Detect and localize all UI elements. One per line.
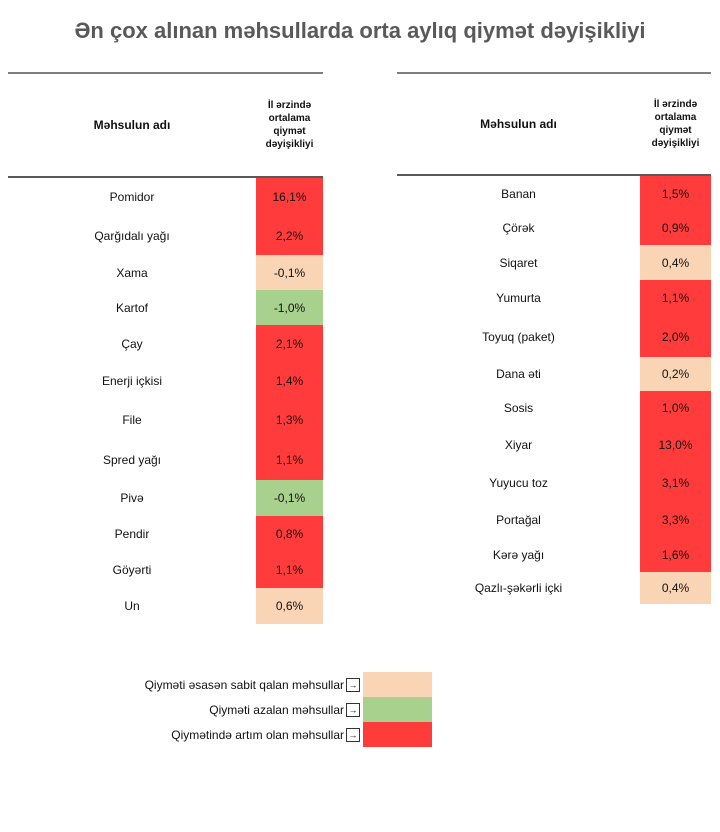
product-name: Çay xyxy=(121,336,143,351)
product-name: Pendir xyxy=(114,527,150,541)
legend-item: Qiymətində artım olan məhsullar → xyxy=(120,722,432,747)
price-change-cell: 1,5% xyxy=(640,176,711,211)
product-name: Xiyar xyxy=(504,437,533,452)
table-row: Dana əti 0,2% xyxy=(397,357,711,391)
product-name: Enerji içkisi xyxy=(101,374,162,388)
price-change-cell: 1,0% xyxy=(640,391,711,425)
legend: Qiyməti əsasən sabit qalan məhsullar → Qiy… xyxy=(120,672,432,747)
price-change-cell: 0,9% xyxy=(640,211,711,245)
product-name: Kərə yağı xyxy=(492,548,545,562)
table-row: Xiyar 13,0% xyxy=(397,425,711,464)
product-name: Qarğıdalı yağı xyxy=(94,228,170,243)
product-name: File xyxy=(122,413,142,427)
price-change-cell: 3,1% xyxy=(640,464,711,502)
price-change-cell: 0,8% xyxy=(256,516,323,552)
table-row: Kartof -1,0% xyxy=(8,290,323,325)
legend-swatch-stable xyxy=(363,672,432,697)
product-name: Kartof xyxy=(115,300,148,315)
product-name: Portağal xyxy=(496,513,541,527)
table-row: Portağal 3,3% xyxy=(397,502,711,538)
table-row: Kərə yağı 1,6% xyxy=(397,538,711,572)
price-change-cell: 1,4% xyxy=(256,362,323,400)
price-change-cell: -0,1% xyxy=(256,480,323,516)
product-name: Yuyucu toz xyxy=(489,476,548,490)
table-row: Toyuq (paket) 2,0% xyxy=(397,316,711,357)
column-header-name: Məhsulun adı xyxy=(93,118,171,132)
table-row: Qazlı-şəkərli içki 0,4% xyxy=(397,572,711,604)
product-name: Pivə xyxy=(120,491,144,505)
legend-item: Qiyməti azalan məhsullar → xyxy=(120,697,432,722)
price-change-cell: 1,1% xyxy=(256,552,323,588)
product-name: Un xyxy=(124,599,140,613)
table-row: Enerji içkisi 1,4% xyxy=(8,362,323,400)
price-change-cell: 2,1% xyxy=(256,325,323,362)
price-change-cell: 1,3% xyxy=(256,400,323,440)
price-change-cell: 16,1% xyxy=(256,178,323,216)
table-row: Yumurta 1,1% xyxy=(397,280,711,316)
price-change-cell: 2,2% xyxy=(256,216,323,255)
table-row: Banan 1,5% xyxy=(397,176,711,211)
product-name: Spred yağı xyxy=(102,453,162,467)
table-header: Məhsulun adı İl ərzində ortalama qiymət dəyi… xyxy=(8,72,323,178)
price-change-cell: 0,2% xyxy=(640,357,711,391)
table-header: Məhsulun adı İl ərzində ortalama qiymət dəyi… xyxy=(397,72,711,176)
price-change-cell: 3,3% xyxy=(640,502,711,538)
price-change-cell: 1,1% xyxy=(256,440,323,480)
column-header-change: İl ərzində ortalama qiymət dəyişikliyi xyxy=(651,99,700,149)
legend-label: Qiyməti azalan məhsullar xyxy=(209,702,344,717)
product-name: Siqaret xyxy=(499,255,538,270)
legend-label: Qiymətində artım olan məhsullar xyxy=(171,727,344,742)
product-name: Toyuq (paket) xyxy=(482,329,555,344)
product-name: Xama xyxy=(116,265,148,280)
product-name: Banan xyxy=(501,186,536,201)
table-row: Göyərti 1,1% xyxy=(8,552,323,588)
product-name: Sosis xyxy=(503,401,534,415)
table-row: Çay 2,1% xyxy=(8,325,323,362)
price-change-cell: 1,6% xyxy=(640,538,711,572)
product-name: Dana əti xyxy=(496,367,541,381)
table-row: File 1,3% xyxy=(8,400,323,440)
product-name: Yumurta xyxy=(496,291,541,305)
table-row: Siqaret 0,4% xyxy=(397,245,711,280)
arrow-icon: → xyxy=(346,702,360,717)
arrow-icon: → xyxy=(346,677,360,692)
left-table: Məhsulun adı İl ərzində ortalama qiymət dəyi… xyxy=(8,72,323,624)
product-name: Qazlı-şəkərli içki xyxy=(474,581,563,595)
table-row: Pivə -0,1% xyxy=(8,480,323,516)
price-change-cell: 0,4% xyxy=(640,245,711,280)
page-title: Ən çox alınan məhsullarda orta aylıq qiy… xyxy=(74,18,646,43)
price-change-cell: 13,0% xyxy=(640,425,711,464)
legend-item: Qiyməti əsasən sabit qalan məhsullar → xyxy=(120,672,432,697)
table-row: Xama -0,1% xyxy=(8,255,323,290)
price-change-cell: 2,0% xyxy=(640,316,711,357)
table-row: Pendir 0,8% xyxy=(8,516,323,552)
product-name: Göyərti xyxy=(112,563,152,577)
table-row: Sosis 1,0% xyxy=(397,391,711,425)
table-row: Çörək 0,9% xyxy=(397,211,711,245)
price-change-cell: 0,6% xyxy=(256,588,323,624)
price-change-cell: -0,1% xyxy=(256,255,323,290)
legend-label: Qiyməti əsasən sabit qalan məhsullar xyxy=(144,677,344,692)
price-change-cell: 0,4% xyxy=(640,572,711,604)
arrow-icon: → xyxy=(346,727,360,742)
price-change-cell: 1,1% xyxy=(640,280,711,316)
price-change-cell: -1,0% xyxy=(256,290,323,325)
right-table: Məhsulun adı İl ərzində ortalama qiymət dəyi… xyxy=(397,72,711,604)
product-name: Çörək xyxy=(502,221,535,235)
legend-swatch-decrease xyxy=(363,697,432,722)
column-header-change: İl ərzində ortalama qiymət dəyişikliyi xyxy=(265,100,314,150)
table-row: Spred yağı 1,1% xyxy=(8,440,323,480)
table-row: Pomidor 16,1% xyxy=(8,178,323,216)
table-row: Un 0,6% xyxy=(8,588,323,624)
column-header-name: Məhsulun adı xyxy=(480,117,557,131)
legend-swatch-increase xyxy=(363,722,432,747)
product-name: Pomidor xyxy=(109,190,155,204)
table-row: Qarğıdalı yağı 2,2% xyxy=(8,216,323,255)
table-row: Yuyucu toz 3,1% xyxy=(397,464,711,502)
